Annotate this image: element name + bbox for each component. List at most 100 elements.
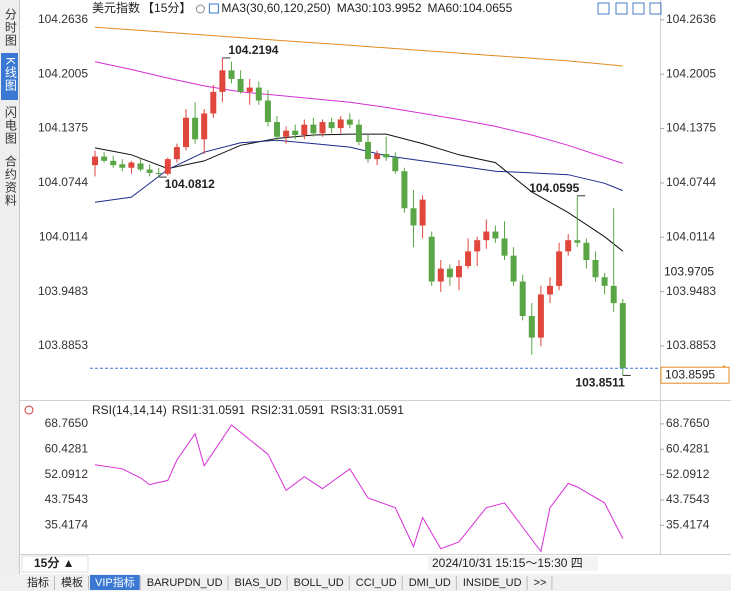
add-icon[interactable] [195,4,205,14]
candle-body [155,172,162,174]
candle-body [610,285,617,304]
candle-body [392,157,399,172]
candle-body [528,316,535,338]
candle-body [501,238,508,256]
y-tick-label-left: 104.0744 [38,175,88,189]
candle-body [219,70,226,92]
icon[interactable] [649,2,662,15]
footer-tab[interactable]: INSIDE_UD [463,577,522,589]
candle-body [210,91,217,114]
footer-tab[interactable]: BIAS_UD [235,577,282,589]
footer-tab[interactable]: DMI_UD [409,577,451,589]
footer-tab[interactable]: BARUPDN_UD [147,577,223,589]
chart-title: 美元指数 [92,0,140,15]
candle-body [310,124,317,134]
cursor-time: 2024/10/31 15:15～15:30 四 [432,556,583,570]
candle-body [383,153,390,158]
candle-body [246,87,253,92]
candle-body [137,163,144,170]
ma-line [94,61,623,164]
period-button[interactable]: 15分 ▲ [34,555,75,570]
icon[interactable] [632,2,645,15]
candle-body [237,78,244,92]
candle-body [547,285,553,295]
toolbar-icons[interactable] [597,2,662,15]
candle-body [537,294,544,338]
period-button-bg[interactable] [21,555,89,573]
y-tick-label: 104.0114 [666,229,715,243]
chart-title: RSI(14,14,14) [92,403,167,417]
last-price-box [660,366,730,384]
y-tick-label-left: 104.2636 [38,12,88,26]
candle-body [565,240,572,252]
candle-body [328,122,335,129]
candle-body [264,100,271,123]
legend-item: MA60:104.0655 [428,1,513,15]
y-tick-label-left: 52.0912 [45,467,89,481]
candle-body [173,147,180,160]
candle-body [228,70,235,79]
y-tick-label-left: 60.4281 [45,441,89,455]
y-tick-label: 35.4174 [666,517,710,531]
y-tick-label: 104.2636 [666,12,716,26]
footer-tab[interactable]: 模板 [61,575,83,589]
footer-tab[interactable]: VIP指标 [95,575,135,589]
candle-body [474,240,481,252]
footer-tab[interactable]: BOLL_UD [294,577,344,589]
candle-body [519,281,526,317]
candle-body [255,87,262,101]
y-tick-label: 43.7543 [666,492,710,506]
footer-tab[interactable]: >> [534,577,547,589]
ma-icon [208,3,219,14]
annotation: 104.0595 [529,181,579,195]
candle-body [319,122,326,134]
candle-body [456,266,462,278]
candle-body [465,251,472,267]
candle-body [337,119,344,129]
y-tick-label-left: 68.7650 [45,416,89,430]
y-tick-label-left: 104.1375 [38,121,88,135]
y-tick-label: 60.4281 [666,441,710,455]
candle-body [292,130,299,135]
candle-body [428,236,435,282]
icon[interactable] [597,2,610,15]
y-tick-label: 103.9483 [666,284,716,298]
legend-item: MA30:103.9952 [337,1,422,15]
y-tick-label: 68.7650 [666,416,710,430]
footer-tab[interactable]: CCI_UD [356,577,397,589]
candle-body [183,117,189,148]
y-tick-label-left: 43.7543 [45,492,89,506]
candle-body [192,117,199,140]
rsi-icon[interactable] [24,405,34,415]
rsi-line [94,424,624,553]
sidebar-tab[interactable]: 闪电图 [3,106,17,145]
last-price: 103.8595 [665,367,715,381]
sidebar-tab[interactable]: 分时图 [3,8,17,47]
period: 【15分】 [142,1,191,15]
candle-body [619,303,626,369]
candle-body [201,113,208,140]
legend-item: RSI3:31.0591 [331,403,405,417]
y-tick-label: 104.0744 [666,175,716,189]
icon[interactable] [615,2,628,15]
sidebar-tab[interactable]: K线图 [3,57,17,92]
y-tick-label-left: 104.2005 [38,66,88,80]
ma-line [94,26,623,67]
candle-body [556,251,563,286]
annotation: 104.0812 [165,177,215,191]
y-tick-label: 52.0912 [666,467,710,481]
annotation: 103.8511 [575,376,625,390]
footer-tab[interactable]: 指标 [27,575,49,589]
candle-body [401,171,408,209]
footer-tab-active[interactable] [90,575,140,590]
candle-body [510,255,517,282]
sidebar-tab[interactable]: 合约资料 [3,154,17,207]
sidebar-tab-active[interactable] [1,53,18,100]
candle-body [128,162,135,168]
candle-body [492,231,499,239]
legend-item: RSI2:31.0591 [251,403,325,417]
candle-body [283,130,290,137]
candle-body [437,268,444,282]
